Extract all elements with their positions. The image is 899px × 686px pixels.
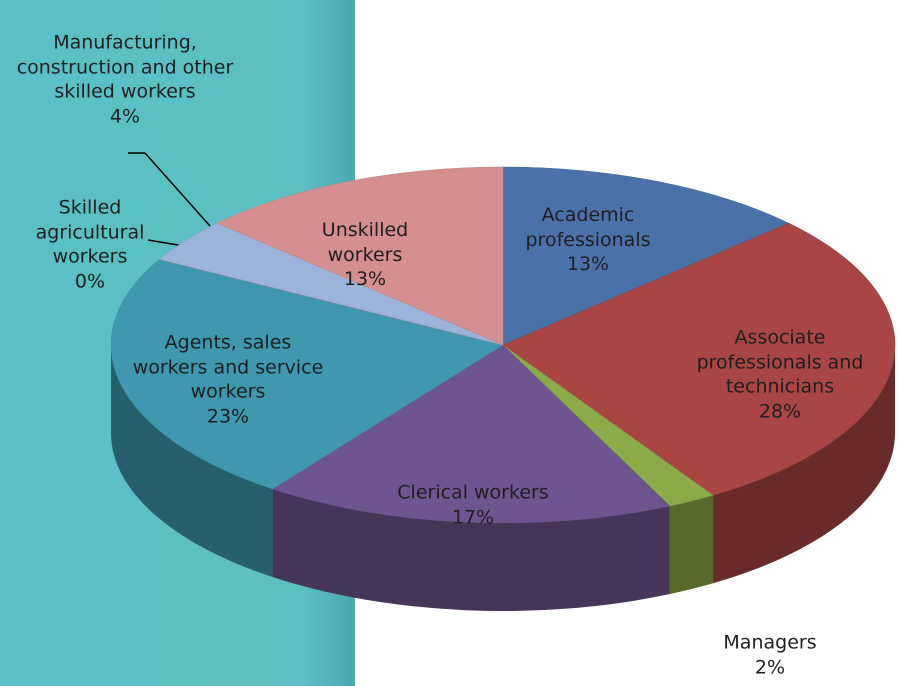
slice-label: Clerical workers 17%: [363, 480, 583, 529]
slice-name: Skilled agricultural workers: [35, 196, 145, 268]
slice-label: Academic professionals 13%: [503, 203, 673, 277]
slice: [502, 166, 790, 346]
slice-value: 13%: [343, 268, 387, 291]
slice: [272, 344, 671, 524]
slice-side: [669, 495, 714, 595]
slice-value: 13%: [566, 253, 610, 276]
slice-value: 2%: [754, 656, 786, 678]
slice-name: Managers: [723, 631, 817, 654]
slice-name: Clerical workers: [397, 481, 549, 504]
slice-side: [272, 489, 670, 611]
slice-label: Manufacturing, construction and other sk…: [15, 31, 235, 130]
leader-line: [147, 239, 185, 247]
slice-side: [111, 345, 273, 578]
slice-name: Manufacturing, construction and other sk…: [16, 31, 234, 103]
slice-name: Unskilled workers: [321, 218, 409, 266]
slice-value: 0%: [74, 270, 106, 293]
slice: [502, 222, 896, 496]
slice: [110, 258, 504, 490]
leader-line: [144, 152, 211, 227]
slice: [216, 166, 504, 346]
slice-label: Associate professionals and technicians 2…: [680, 326, 880, 425]
slice-value: 4%: [109, 105, 141, 128]
slice-name: Associate professionals and technicians: [696, 326, 864, 398]
slice-name: Academic professionals: [525, 203, 651, 251]
slice-side: [713, 345, 895, 584]
slice-label: Managers 2%: [700, 630, 840, 679]
slice-value: 17%: [451, 506, 495, 528]
slice-value: 23%: [206, 405, 250, 428]
slice-value: 28%: [758, 400, 802, 423]
slice-name: Agents, sales workers and service worker…: [132, 331, 324, 403]
slice-label: Unskilled workers 13%: [295, 218, 435, 292]
slice-label: Agents, sales workers and service worker…: [128, 331, 328, 430]
slice-label: Skilled agricultural workers 0%: [25, 196, 155, 295]
